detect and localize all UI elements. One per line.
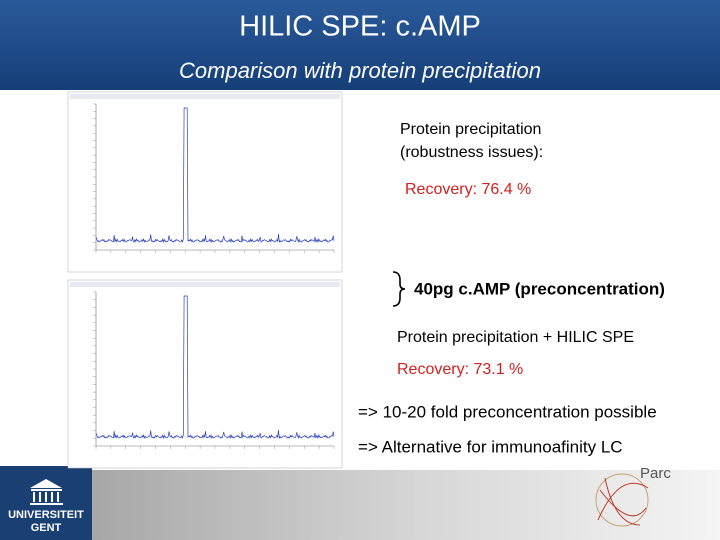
recovery: Recovery: 76.4 % — [405, 181, 531, 198]
brace-note: 40pg c.AMP (preconcentration) — [414, 279, 665, 298]
logo-text: UNIVERSITEIT — [8, 509, 84, 521]
slide-subtitle: Comparison with protein precipitation — [179, 58, 541, 83]
panel-label: (robustness issues): — [400, 144, 543, 161]
header-band — [0, 0, 720, 90]
chromatogram-titlebar — [70, 94, 340, 99]
recovery: Recovery: 73.1 % — [397, 361, 523, 378]
chromatogram-titlebar — [70, 282, 340, 287]
slide-title: HILIC SPE: c.AMP — [239, 11, 481, 43]
chromatogram-frame — [67, 279, 343, 469]
parc-text: Parc — [640, 465, 671, 482]
logo-text: GENT — [31, 522, 62, 534]
chromatogram-trace — [95, 295, 335, 440]
brace — [392, 271, 406, 307]
conclusion: => 10-20 fold preconcentration possible — [358, 402, 657, 421]
chromatogram-trace — [95, 107, 335, 244]
panel-label: Protein precipitation + HILIC SPE — [397, 329, 634, 346]
conclusion: => Alternative for immunoafinity LC — [358, 437, 623, 456]
footer-band — [0, 470, 720, 540]
chromatogram-frame — [67, 91, 343, 273]
panel-label: Protein precipitation — [400, 121, 541, 138]
parc-logo — [595, 473, 649, 527]
logo-building — [30, 479, 63, 505]
